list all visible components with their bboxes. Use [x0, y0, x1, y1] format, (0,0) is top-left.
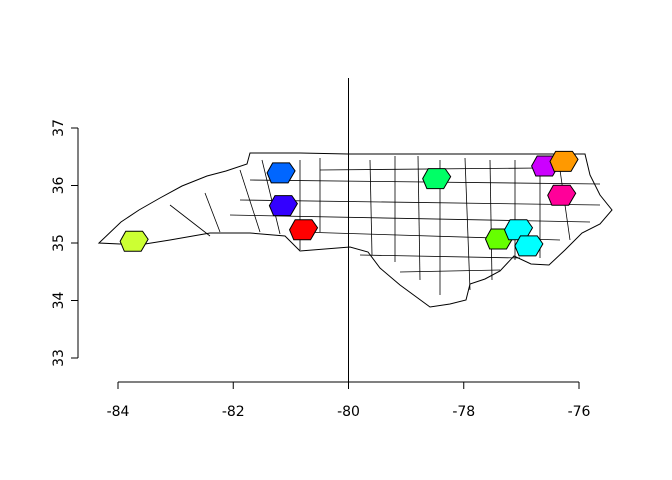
y-tick-label: 33: [51, 349, 67, 367]
highlighted-county: [119, 230, 149, 252]
y-axis: 33 34 35 36 37: [51, 119, 79, 367]
county-boundary: [204, 192, 221, 233]
x-tick-label: -80: [337, 404, 360, 420]
highlighted-county: [547, 184, 577, 206]
county-boundary: [169, 204, 211, 237]
county-boundary: [417, 155, 421, 281]
y-tick-label: 34: [51, 292, 67, 310]
x-tick-label: -78: [452, 404, 475, 420]
highlighted-county: [514, 235, 544, 257]
county-layer: [97, 152, 613, 308]
county-boundary: [369, 159, 373, 256]
county-boundary: [359, 254, 521, 259]
county-boundary: [229, 214, 591, 223]
county-boundary: [261, 159, 281, 235]
y-tick-label: 37: [51, 119, 67, 137]
highlighted-counties: [119, 150, 579, 257]
y-tick-label: 36: [51, 177, 67, 195]
state-outline: [97, 152, 613, 308]
x-axis: -84 -82 -80 -78 -76: [107, 381, 591, 420]
highlighted-county: [422, 168, 452, 190]
highlighted-county: [268, 195, 298, 217]
highlighted-county: [288, 219, 319, 241]
x-tick-label: -82: [222, 404, 245, 420]
county-boundary: [399, 269, 501, 273]
x-tick-label: -84: [107, 404, 130, 420]
county-boundary: [239, 169, 261, 233]
county-boundary: [239, 199, 601, 206]
county-boundary: [464, 157, 471, 291]
y-tick-label: 35: [51, 234, 67, 252]
highlighted-county: [549, 150, 579, 172]
highlighted-county: [503, 219, 534, 241]
x-tick-label: -76: [568, 404, 591, 420]
highlighted-county: [266, 162, 296, 184]
